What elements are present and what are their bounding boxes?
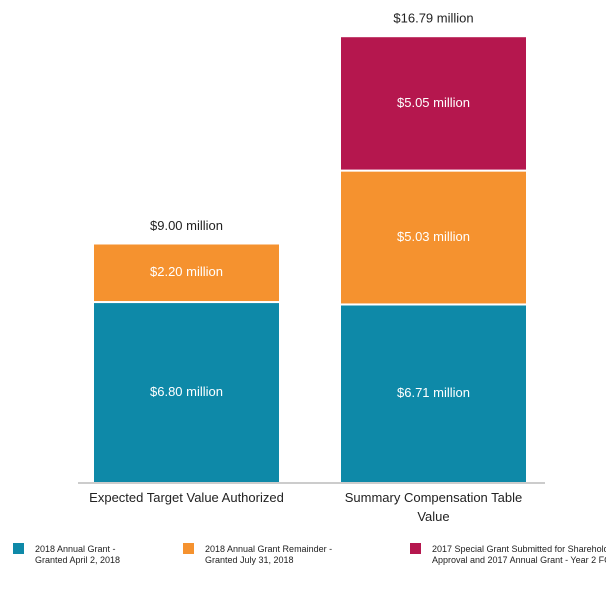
legend-label: 2018 Annual Grant - Granted April 2, 201… <box>35 544 121 565</box>
value-label: $2.20 million <box>150 264 223 279</box>
value-label: $5.05 million <box>397 95 470 110</box>
bar-segment <box>92 242 281 304</box>
bar-segment <box>339 169 528 306</box>
bar-segment <box>92 301 281 484</box>
category-label: Summary Compensation Table Value <box>344 490 523 524</box>
legend-label: 2017 Special Grant Submitted for Shareho… <box>432 544 606 565</box>
category-label: Expected Target Value Authorized <box>89 490 284 505</box>
total-label: $16.79 million <box>393 11 473 26</box>
value-label: $6.80 million <box>150 384 223 399</box>
legend-label: 2018 Annual Grant Remainder - Granted Ju… <box>205 544 333 565</box>
legend-swatch <box>410 543 421 554</box>
total-label: $9.00 million <box>150 218 223 233</box>
legend-swatch <box>13 543 24 554</box>
legend-swatch <box>183 543 194 554</box>
bar-segment <box>339 35 528 172</box>
value-label: $5.03 million <box>397 229 470 244</box>
value-label: $6.71 million <box>397 385 470 400</box>
